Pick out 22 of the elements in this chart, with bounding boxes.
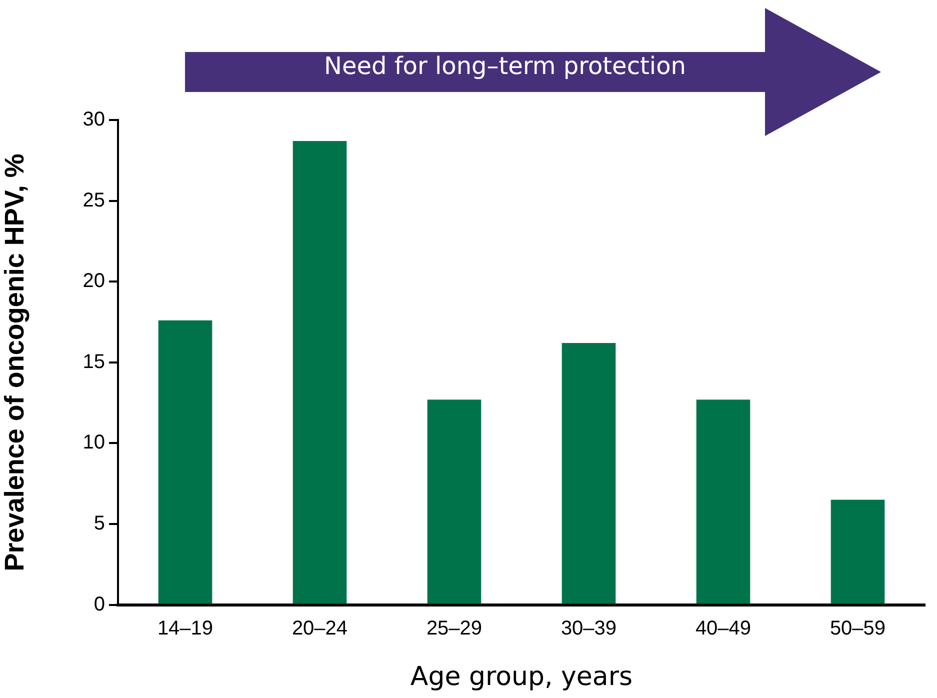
y-tick-label: 20 (82, 270, 105, 292)
y-tick-label: 10 (82, 432, 105, 454)
y-tick-label: 30 (82, 108, 105, 131)
y-axis-title: Prevalence of oncogenic HPV, % (0, 154, 30, 572)
x-tick-label: 50–59 (830, 617, 886, 640)
y-tick-label: 5 (94, 512, 105, 535)
x-tick-label: 30–39 (560, 617, 617, 640)
bar (562, 343, 616, 604)
bar (427, 400, 482, 604)
x-tick-label: 14–19 (157, 617, 214, 640)
y-tick-label: 25 (82, 189, 105, 212)
bar (158, 320, 212, 604)
x-tick-label: 20–24 (292, 617, 348, 640)
bar (292, 141, 347, 604)
y-tick-label: 15 (82, 350, 105, 373)
text: Need for long–term protection (322, 52, 687, 82)
bar (696, 400, 750, 604)
bar (830, 500, 885, 604)
x-tick-label: 25–29 (426, 617, 482, 640)
x-axis-title: Age group, years (410, 662, 633, 692)
y-tick-label: 0 (94, 593, 105, 616)
x-tick-label: 40–49 (695, 617, 752, 640)
